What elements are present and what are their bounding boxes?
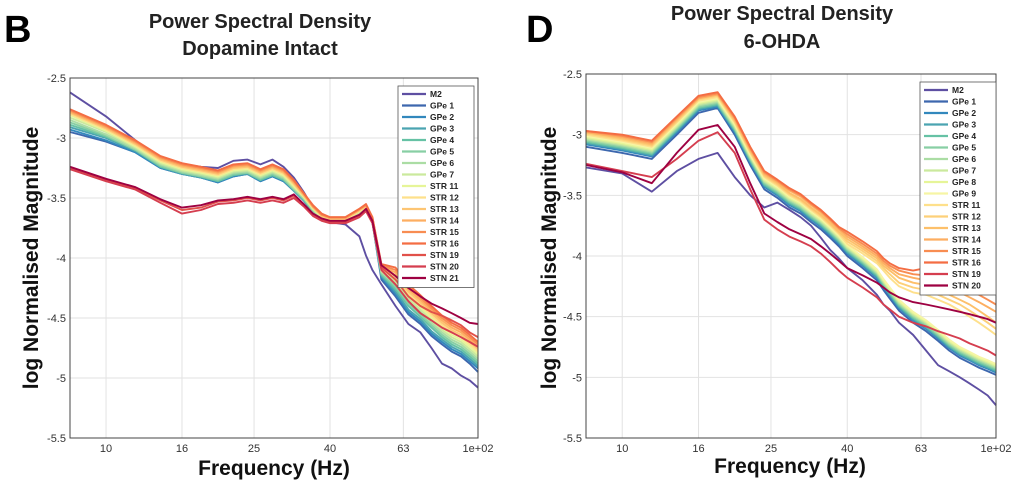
legend-label: GPe 6 xyxy=(952,154,976,164)
y-tick-label: -2.5 xyxy=(47,73,66,85)
y-tick-label: -3 xyxy=(56,133,66,145)
series-line xyxy=(69,165,479,325)
legend-label: GPe 2 xyxy=(430,112,454,122)
y-tick-label: -4 xyxy=(572,251,582,263)
plot-frame xyxy=(69,77,479,439)
legend-label: GPe 1 xyxy=(430,101,454,111)
x-tick-label: 25 xyxy=(765,443,777,455)
x-tick-label: 1e+02 xyxy=(981,443,1012,455)
chart-title-line-1: Power Spectral Density xyxy=(671,3,894,25)
legend-label: GPe 1 xyxy=(952,97,976,107)
legend-label: STN 19 xyxy=(430,250,459,260)
legend-label: STR 16 xyxy=(430,239,459,249)
legend-label: GPe 6 xyxy=(430,158,454,168)
x-tick-label: 40 xyxy=(324,443,336,455)
chart-title-line-2: Dopamine Intact xyxy=(182,38,338,60)
x-tick-label: 40 xyxy=(841,443,853,455)
x-tick-label: 16 xyxy=(176,443,188,455)
legend-label: GPe 9 xyxy=(952,189,976,199)
legend-label: GPe 3 xyxy=(952,120,976,130)
legend-label: STN 21 xyxy=(430,273,459,283)
series-line xyxy=(69,111,479,350)
x-tick-label: 16 xyxy=(692,443,704,455)
legend-label: STN 20 xyxy=(430,262,459,272)
legend-label: STR 15 xyxy=(430,227,459,237)
series-line xyxy=(69,114,479,355)
legend-label: GPe 5 xyxy=(952,143,976,153)
y-tick-label: -4.5 xyxy=(563,312,582,324)
series-line xyxy=(585,151,997,406)
legend-label: GPe 7 xyxy=(952,166,976,176)
y-tick-label: -3.5 xyxy=(47,193,66,205)
y-tick-label: -4 xyxy=(56,253,66,265)
y-tick-label: -4.5 xyxy=(47,313,66,325)
y-axis-label: log Normalised Magnitude xyxy=(20,127,43,390)
plot-area: 10 16 25 40 63 1e+02 -2.5 -3 -3.5 -4 -4.5 -5 -5.5 M2 G… xyxy=(47,73,493,455)
series-line xyxy=(69,108,479,343)
legend-label: STR 13 xyxy=(952,223,981,233)
chart-title-line-1: Power Spectral Density xyxy=(149,11,372,33)
y-tick-label: -3.5 xyxy=(563,190,582,202)
panel-d: D Power Spectral Density 6-OHDA log Norm… xyxy=(526,3,1011,478)
panel-letter: D xyxy=(526,9,553,51)
legend-label: STR 16 xyxy=(952,258,981,268)
x-tick-label: 10 xyxy=(100,443,112,455)
chart-title-line-2: 6-OHDA xyxy=(744,31,821,53)
y-tick-label: -2.5 xyxy=(563,69,582,81)
y-tick-label: -5 xyxy=(56,373,66,385)
legend-label: M2 xyxy=(952,85,964,95)
legend-label: STR 13 xyxy=(430,204,459,214)
legend-label: M2 xyxy=(430,89,442,99)
series-line xyxy=(585,131,997,357)
legend-label: GPe 4 xyxy=(952,131,976,141)
y-tick-label: -5 xyxy=(572,372,582,384)
legend-label: GPe 5 xyxy=(430,147,454,157)
legend-label: GPe 8 xyxy=(952,177,976,187)
y-axis-label: log Normalised Magnitude xyxy=(538,127,561,390)
legend-label: STR 11 xyxy=(430,181,459,191)
legend-label: STR 14 xyxy=(430,216,459,226)
y-tick-label: -5.5 xyxy=(563,433,582,445)
x-axis-label: Frequency (Hz) xyxy=(714,455,866,478)
plot-area: 10 16 25 40 63 1e+02 -2.5 -3 -3.5 -4 -4.5 -5 -5.5 M2 G… xyxy=(563,69,1011,455)
panel-letter: B xyxy=(4,9,31,51)
series-line xyxy=(69,109,479,346)
legend-label: GPe 7 xyxy=(430,170,454,180)
legend-label: GPe 4 xyxy=(430,135,454,145)
legend-label: STN 19 xyxy=(952,269,981,279)
x-tick-label: 1e+02 xyxy=(463,443,494,455)
legend-label: GPe 3 xyxy=(430,124,454,134)
series-line xyxy=(585,124,997,324)
x-tick-label: 10 xyxy=(616,443,628,455)
y-tick-label: -5.5 xyxy=(47,433,66,445)
x-axis-label: Frequency (Hz) xyxy=(198,457,350,480)
panel-b: B Power Spectral Density Dopamine Intact… xyxy=(4,9,493,480)
legend-label: STR 11 xyxy=(952,200,981,210)
x-tick-label: 25 xyxy=(248,443,260,455)
legend-label: STR 15 xyxy=(952,246,981,256)
legend-label: GPe 2 xyxy=(952,108,976,118)
legend-label: STR 12 xyxy=(952,212,981,222)
series-line xyxy=(69,167,479,339)
legend-label: STR 12 xyxy=(430,193,459,203)
legend-label: STN 20 xyxy=(952,281,981,291)
x-tick-label: 63 xyxy=(915,443,927,455)
legend-label: STR 14 xyxy=(952,235,981,245)
y-tick-label: -3 xyxy=(572,130,582,142)
legend-box xyxy=(919,81,997,296)
series-line xyxy=(69,168,479,348)
x-tick-label: 63 xyxy=(397,443,409,455)
